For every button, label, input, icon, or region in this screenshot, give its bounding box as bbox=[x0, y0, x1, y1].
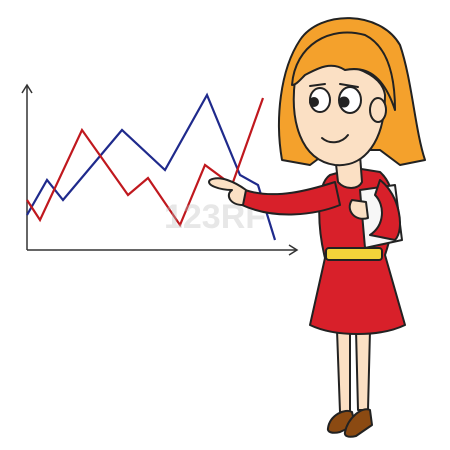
fringe bbox=[291, 31, 396, 111]
hand-right bbox=[348, 199, 369, 220]
series-line bbox=[26, 92, 277, 241]
brows bbox=[309, 83, 359, 88]
woman bbox=[208, 17, 426, 438]
leg-right bbox=[355, 329, 371, 411]
arm-right bbox=[369, 179, 401, 241]
mouth bbox=[321, 134, 349, 144]
pupil-left bbox=[309, 97, 319, 107]
shoe-right bbox=[343, 408, 373, 438]
ear bbox=[369, 97, 387, 123]
pupil-right bbox=[338, 96, 350, 108]
axes bbox=[21, 83, 299, 256]
belt bbox=[325, 247, 383, 261]
y-arrow bbox=[21, 83, 33, 94]
hand bbox=[208, 177, 247, 206]
arm-sleeve bbox=[241, 181, 341, 216]
x-arrow bbox=[288, 244, 299, 256]
leg-left bbox=[336, 329, 351, 413]
